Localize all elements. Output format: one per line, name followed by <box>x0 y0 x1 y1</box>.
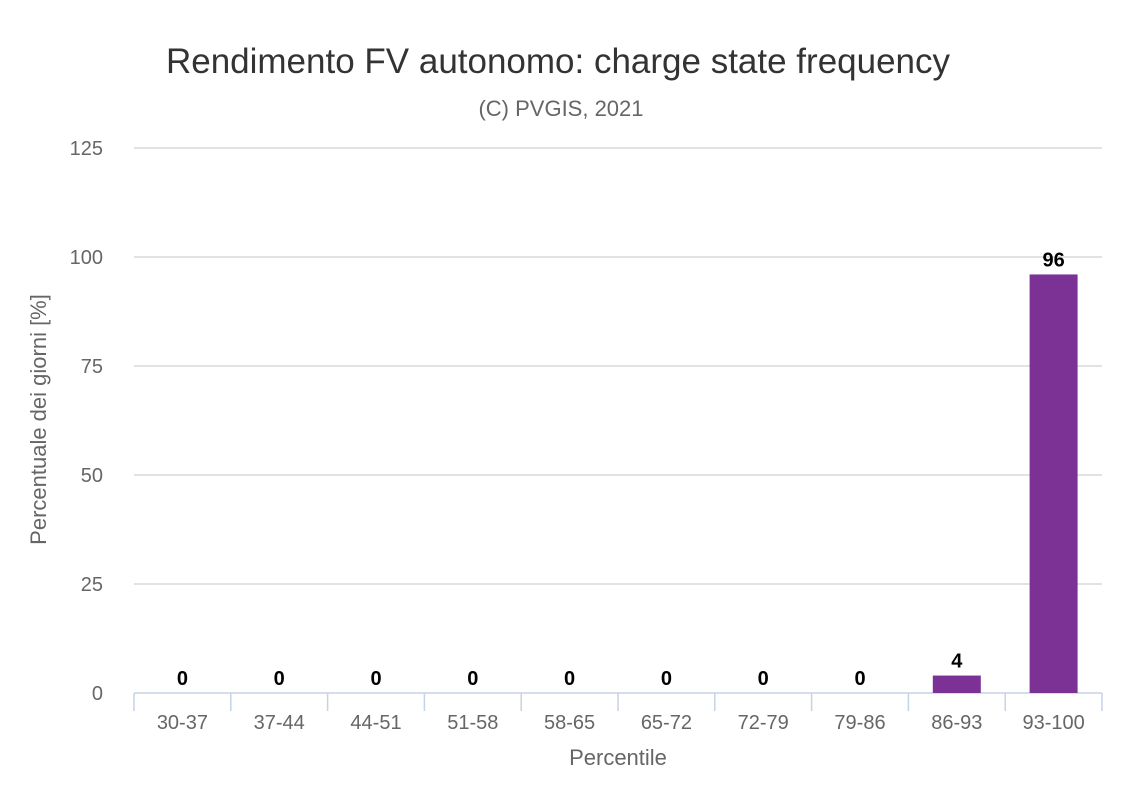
data-label: 0 <box>758 668 769 690</box>
data-label: 0 <box>661 668 672 690</box>
x-tick-label: 72-79 <box>738 712 789 734</box>
data-label: 0 <box>177 668 188 690</box>
data-label: 0 <box>467 668 478 690</box>
x-tick-label: 51-58 <box>447 712 498 734</box>
x-tick-label: 58-65 <box>544 712 595 734</box>
y-tick-label: 25 <box>81 574 103 596</box>
data-label: 0 <box>370 668 381 690</box>
y-axis-ticks: 0 25 50 75 100 125 <box>70 138 103 705</box>
data-label: 4 <box>951 651 963 673</box>
x-axis <box>133 692 1103 711</box>
bar <box>932 675 981 693</box>
data-label: 0 <box>854 668 865 690</box>
x-tick-label: 37-44 <box>254 712 305 734</box>
gridlines <box>134 147 1102 585</box>
bar <box>1029 274 1078 693</box>
y-tick-label: 125 <box>70 138 103 160</box>
y-axis-title: Percentuale dei giorni [%] <box>26 294 51 545</box>
data-label: 0 <box>564 668 575 690</box>
chart-title: Rendimento FV autonomo: charge state fre… <box>165 42 951 81</box>
y-tick-label: 75 <box>81 356 103 378</box>
x-axis-ticks: 30-37 37-44 44-51 51-58 58-65 65-72 72-79 79-86… <box>157 712 1085 734</box>
x-tick-label: 65-72 <box>641 712 692 734</box>
y-tick-label: 50 <box>81 465 103 487</box>
y-tick-label: 0 <box>92 683 103 705</box>
x-tick-label: 44-51 <box>350 712 401 734</box>
chart-subtitle: (C) PVGIS, 2021 <box>478 96 644 121</box>
x-tick-label: 86-93 <box>931 712 982 734</box>
y-tick-label: 100 <box>70 247 103 269</box>
bars <box>932 274 1078 693</box>
x-tick-label: 93-100 <box>1022 712 1084 734</box>
x-axis-title: Percentile <box>569 745 667 770</box>
data-labels: 0 0 0 0 0 0 0 0 4 96 <box>177 249 1065 690</box>
x-tick-label: 30-37 <box>157 712 208 734</box>
x-tick-label: 79-86 <box>834 712 885 734</box>
data-label: 0 <box>274 668 285 690</box>
data-label: 96 <box>1042 249 1064 271</box>
